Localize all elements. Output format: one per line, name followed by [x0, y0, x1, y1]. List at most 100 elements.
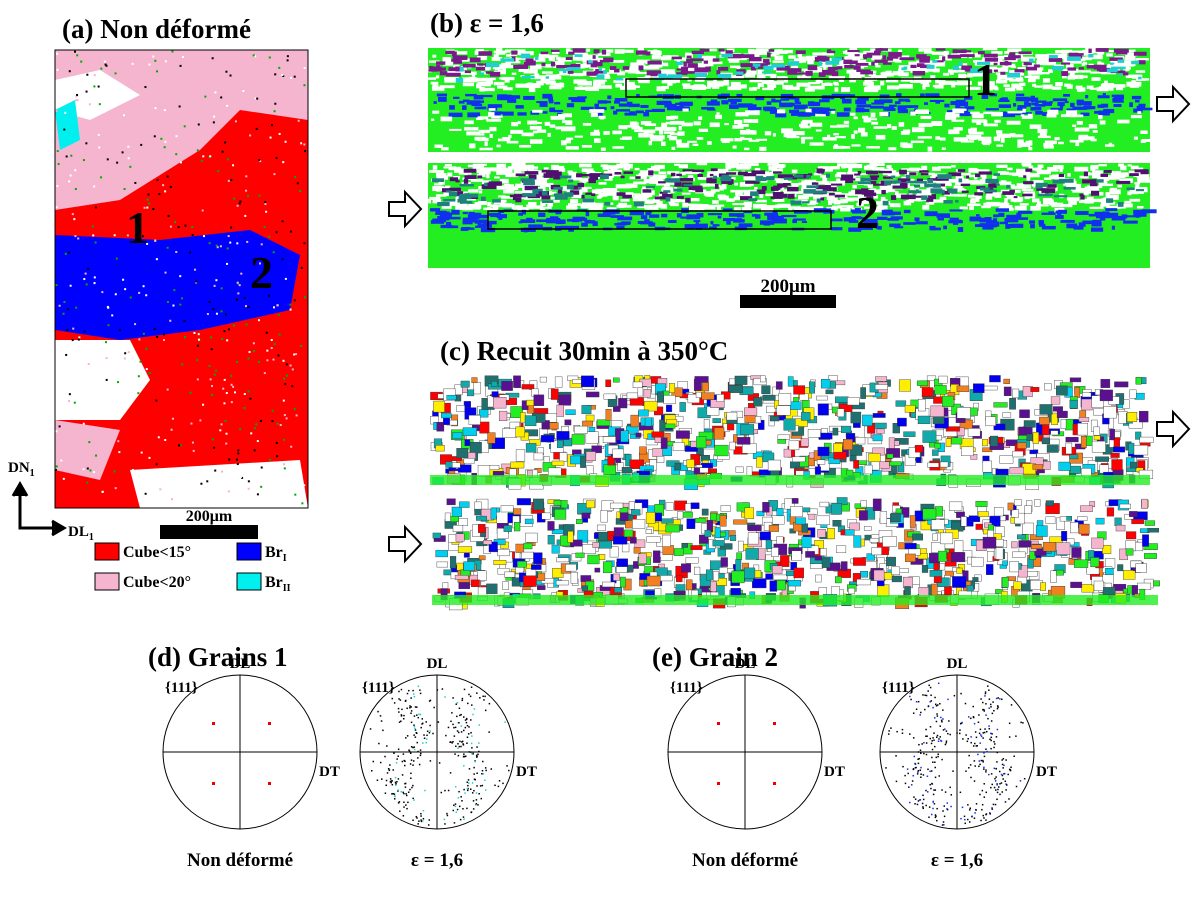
- grain: [933, 396, 944, 404]
- pixel: [1029, 173, 1039, 176]
- pixel: [707, 108, 716, 111]
- pixel: [296, 182, 299, 185]
- pixel: [1117, 204, 1130, 208]
- pixel: [122, 278, 125, 281]
- pixel: [857, 97, 869, 101]
- grain: [793, 385, 806, 395]
- pixel: [88, 103, 91, 106]
- pixel: [992, 85, 998, 90]
- pixel: [483, 207, 498, 211]
- grain: [1069, 377, 1082, 383]
- pixel: [576, 173, 583, 178]
- pixel: [704, 48, 717, 52]
- pixel: [656, 204, 663, 208]
- pixel: [1023, 175, 1027, 178]
- pixel: [982, 82, 986, 86]
- pixel: [922, 204, 930, 210]
- grain: [1046, 444, 1059, 453]
- pixel: [1032, 198, 1040, 203]
- pixel: [752, 63, 761, 67]
- pixel: [958, 178, 963, 183]
- pixel: [303, 242, 306, 245]
- grain: [921, 387, 934, 397]
- pixel: [1133, 209, 1148, 214]
- pixel: [215, 369, 218, 372]
- grain: [554, 376, 563, 388]
- pixel: [139, 360, 142, 363]
- grain: [942, 395, 954, 407]
- pixel: [513, 64, 521, 69]
- grain: [719, 543, 733, 550]
- grain: [777, 434, 790, 440]
- grain: [466, 389, 475, 397]
- pixel: [709, 226, 717, 229]
- pixel: [83, 330, 86, 333]
- pixel: [981, 94, 989, 99]
- grain: [1093, 426, 1100, 436]
- pixel: [155, 463, 158, 466]
- pixel: [952, 108, 965, 114]
- pixel: [806, 185, 819, 189]
- pixel: [1052, 98, 1068, 102]
- grain: [817, 446, 830, 457]
- pixel: [485, 77, 496, 81]
- pixel: [532, 109, 543, 113]
- grain: [773, 574, 788, 581]
- pixel: [290, 445, 293, 448]
- pixel: [282, 463, 285, 466]
- pixel: [880, 72, 885, 78]
- pixel: [473, 94, 484, 100]
- pixel: [774, 204, 780, 209]
- pixel: [105, 378, 108, 381]
- grain: [694, 566, 701, 575]
- pixel: [913, 78, 923, 83]
- pixel: [1103, 170, 1112, 173]
- pixel: [1045, 191, 1049, 194]
- pixel: [179, 161, 182, 164]
- pixel: [873, 183, 888, 186]
- pixel: [816, 198, 821, 203]
- pixel: [467, 164, 475, 168]
- pixel: [528, 201, 537, 207]
- pixel: [961, 76, 967, 80]
- grain: [620, 430, 629, 443]
- pixel: [1015, 93, 1025, 97]
- pixel: [458, 100, 465, 104]
- pixel: [594, 103, 599, 108]
- pixel: [289, 230, 292, 233]
- pixel: [798, 182, 806, 186]
- pixel: [754, 63, 768, 67]
- pixel: [275, 156, 278, 159]
- pixel: [537, 65, 542, 68]
- pixel: [71, 213, 74, 216]
- grain: [525, 532, 538, 543]
- pixel: [581, 194, 585, 199]
- pixel: [772, 219, 783, 223]
- pixel: [73, 401, 76, 404]
- pixel: [623, 192, 634, 198]
- pixel: [247, 194, 250, 197]
- grain: [952, 576, 967, 588]
- grain: [1128, 442, 1135, 455]
- pixel: [278, 132, 281, 135]
- pixel: [878, 170, 892, 174]
- pixel: [541, 169, 550, 173]
- pixel: [232, 385, 235, 388]
- grain: [591, 445, 602, 454]
- pixel: [960, 54, 975, 58]
- pixel: [634, 167, 640, 171]
- pixel: [853, 116, 858, 120]
- pixel: [477, 82, 491, 87]
- grain: [551, 460, 565, 466]
- pixel: [842, 146, 851, 149]
- grain: [1081, 584, 1095, 593]
- pixel: [508, 95, 521, 99]
- pixel: [488, 181, 502, 186]
- pixel: [959, 206, 968, 210]
- pixel: [816, 185, 829, 190]
- pixel: [614, 98, 628, 102]
- grain: [674, 462, 682, 470]
- pixel: [78, 336, 81, 339]
- pixel: [498, 69, 506, 75]
- pixel: [456, 51, 468, 55]
